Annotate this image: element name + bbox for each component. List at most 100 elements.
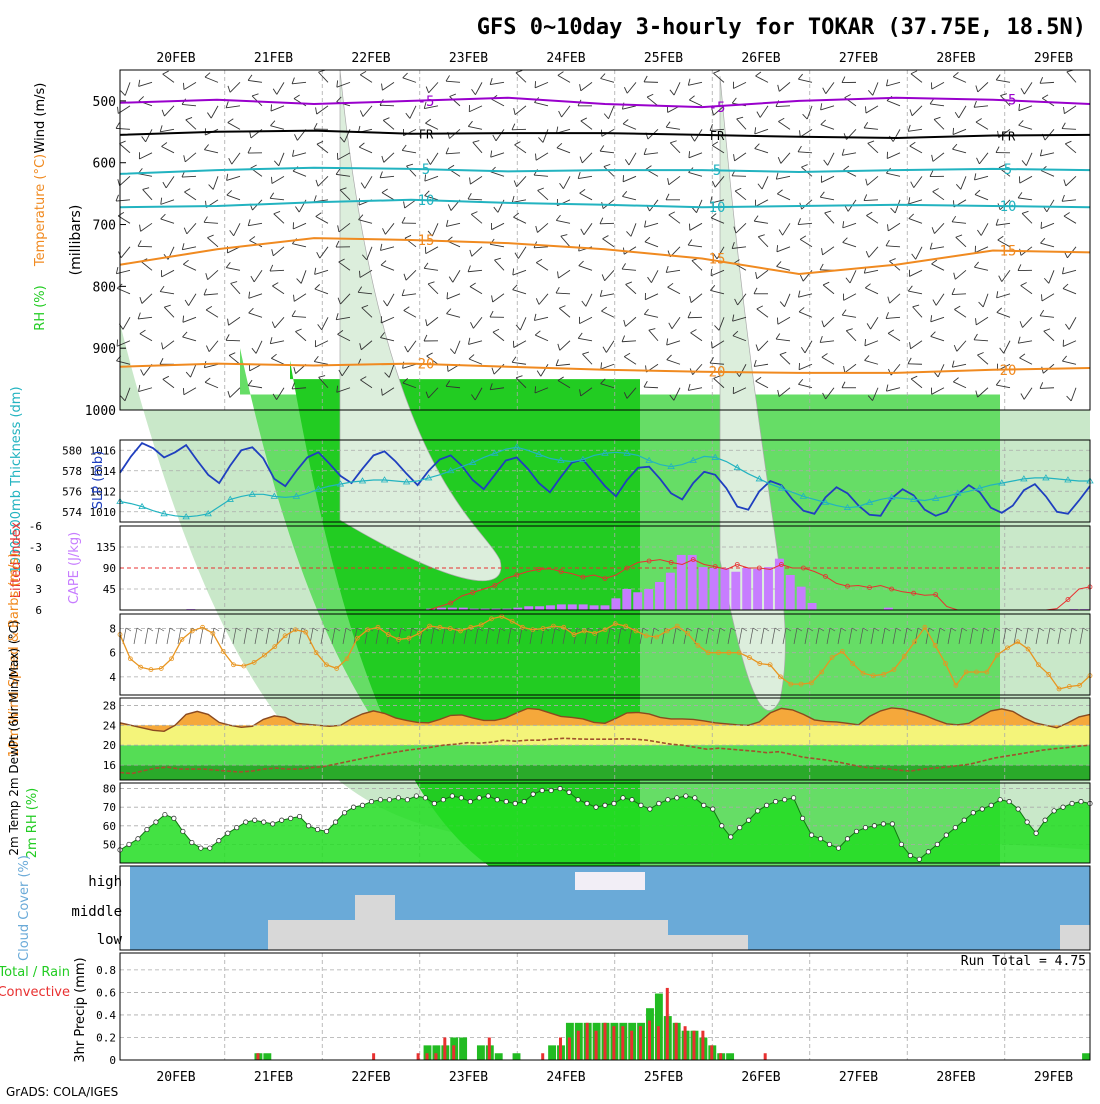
rh-tick-label: 80 bbox=[103, 783, 116, 796]
cape-bar bbox=[644, 589, 653, 610]
wind-barb bbox=[822, 150, 834, 165]
rh-marker bbox=[1034, 831, 1038, 835]
rh-marker bbox=[693, 796, 697, 800]
cloud-level-label: high bbox=[88, 874, 122, 890]
barb-staff bbox=[275, 317, 284, 328]
barb-flag bbox=[842, 382, 845, 388]
barb-staff bbox=[895, 200, 900, 213]
barb-staff bbox=[622, 196, 636, 199]
barb-staff bbox=[446, 81, 460, 82]
barb-staff bbox=[164, 106, 174, 116]
date-label-top: 21FEB bbox=[254, 51, 293, 66]
precip-convective-bar bbox=[710, 1045, 713, 1060]
rh-marker bbox=[773, 799, 777, 803]
surface-wind-barb bbox=[145, 628, 148, 644]
barb-staff bbox=[735, 191, 746, 200]
wind-barb bbox=[511, 194, 526, 203]
wind-barb bbox=[1040, 382, 1054, 389]
cloud-level-label: middle bbox=[71, 904, 122, 920]
cape-bar bbox=[764, 567, 773, 610]
isotherm-label: 20 bbox=[1000, 363, 1017, 379]
wind-barb bbox=[558, 70, 573, 82]
wind-barb bbox=[533, 77, 548, 88]
wind-barb bbox=[226, 334, 240, 340]
barb-staff bbox=[320, 247, 328, 258]
barb-staff bbox=[1062, 270, 1076, 274]
barb-flag bbox=[313, 195, 317, 201]
barb-flag bbox=[622, 191, 626, 198]
surface-wind-barb bbox=[211, 628, 214, 644]
wind-barb bbox=[515, 315, 526, 330]
wind-barb bbox=[159, 265, 174, 277]
rh-marker bbox=[351, 805, 355, 809]
wind-barb bbox=[820, 313, 834, 327]
wind-tick-label: 8 bbox=[109, 623, 116, 636]
wind-barb bbox=[183, 259, 198, 270]
wind-barb bbox=[403, 337, 416, 352]
wind-barb bbox=[159, 123, 174, 131]
wind-barb bbox=[731, 77, 746, 89]
barb-flag bbox=[402, 144, 406, 150]
barb-staff bbox=[825, 213, 834, 223]
barb-staff bbox=[820, 197, 834, 200]
precip-convective-bar bbox=[577, 1031, 580, 1060]
wind-barb bbox=[204, 288, 218, 295]
isotherm-label: 15 bbox=[418, 233, 435, 249]
barb-flag bbox=[181, 243, 185, 249]
barb-staff bbox=[936, 294, 944, 306]
wind-barb bbox=[933, 187, 948, 200]
barb-staff bbox=[580, 317, 592, 323]
wind-barb bbox=[143, 185, 157, 199]
wind-barb bbox=[931, 331, 946, 341]
wind-barb bbox=[247, 217, 262, 225]
barb-staff bbox=[689, 172, 702, 176]
wind-barb bbox=[252, 92, 266, 106]
barb-staff bbox=[1062, 129, 1076, 130]
barb-staff bbox=[189, 294, 196, 306]
rh-marker bbox=[414, 794, 418, 798]
barb-staff bbox=[270, 126, 284, 130]
barb-staff bbox=[1020, 358, 1032, 364]
barb-staff bbox=[799, 312, 812, 317]
wind-barb bbox=[1018, 192, 1033, 200]
rh-marker bbox=[531, 792, 535, 796]
wind-barb bbox=[599, 195, 614, 208]
wind-barb bbox=[513, 284, 528, 294]
profile-ylabel-temp: Temperature (°C) bbox=[33, 154, 48, 267]
barb-flag bbox=[710, 357, 714, 363]
barb-staff bbox=[123, 317, 130, 329]
barb-staff bbox=[468, 126, 482, 129]
wind-barb bbox=[1019, 120, 1034, 130]
barb-staff bbox=[367, 247, 372, 260]
barb-flag bbox=[973, 101, 977, 107]
wind-barb bbox=[226, 262, 241, 271]
barb-staff bbox=[539, 294, 548, 305]
wind-barb bbox=[886, 289, 900, 303]
barb-staff bbox=[163, 379, 174, 387]
barb-staff bbox=[1066, 176, 1076, 186]
rh-marker bbox=[190, 840, 194, 844]
barb-flag bbox=[996, 74, 1000, 80]
barb-staff bbox=[780, 355, 790, 365]
precip-convective-bar bbox=[684, 1026, 687, 1060]
barb-staff bbox=[182, 247, 196, 250]
barb-staff bbox=[667, 360, 680, 365]
barb-staff bbox=[1041, 223, 1054, 228]
wind-barb bbox=[473, 138, 487, 153]
barb-flag bbox=[270, 192, 274, 198]
rh-marker bbox=[1025, 820, 1029, 824]
barb-staff bbox=[410, 106, 416, 119]
wind-barb bbox=[841, 147, 856, 155]
precip-convective-bar bbox=[675, 1023, 678, 1060]
wind-barb bbox=[183, 331, 198, 341]
wind-barb bbox=[995, 288, 1010, 298]
barb-flag bbox=[666, 121, 670, 127]
barb-staff bbox=[493, 294, 504, 302]
rh-marker bbox=[181, 829, 185, 833]
barb-staff bbox=[981, 223, 988, 235]
barb-staff bbox=[469, 359, 482, 364]
rh-marker bbox=[1070, 801, 1074, 805]
barb-staff bbox=[166, 176, 174, 188]
barb-flag bbox=[644, 76, 647, 82]
wind-barb bbox=[579, 260, 594, 270]
